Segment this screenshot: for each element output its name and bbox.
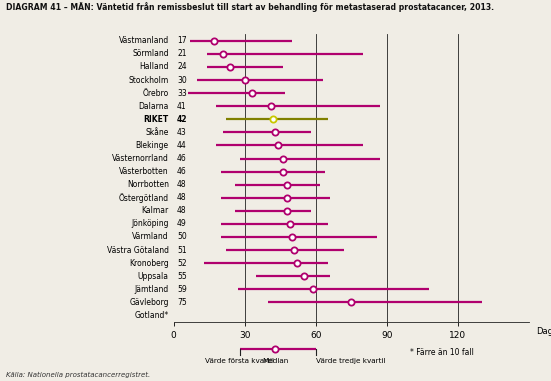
Text: Värde tredje kvartil: Värde tredje kvartil (316, 358, 385, 364)
Text: 24: 24 (177, 62, 187, 72)
Text: DIAGRAM 41 – MÄN: Väntetid från remissbeslut till start av behandling för metast: DIAGRAM 41 – MÄN: Väntetid från remissbe… (6, 2, 494, 12)
Text: 75: 75 (177, 298, 187, 307)
Text: Örebro: Örebro (143, 89, 169, 98)
Text: Gävleborg: Gävleborg (129, 298, 169, 307)
Text: 44: 44 (177, 141, 187, 150)
Text: 52: 52 (177, 259, 187, 267)
Text: 48: 48 (177, 180, 187, 189)
Text: * Färre än 10 fall: * Färre än 10 fall (410, 348, 474, 357)
Text: Uppsala: Uppsala (138, 272, 169, 281)
Text: Dagar: Dagar (536, 327, 551, 336)
Text: Gotland*: Gotland* (134, 311, 169, 320)
Text: Västernorrland: Västernorrland (112, 154, 169, 163)
Text: 48: 48 (177, 193, 187, 202)
Text: 42: 42 (177, 115, 188, 124)
Text: Skåne: Skåne (145, 128, 169, 137)
Text: Kalmar: Kalmar (142, 206, 169, 215)
Text: 41: 41 (177, 102, 187, 111)
Text: Västerbotten: Västerbotten (119, 167, 169, 176)
Text: Kronoberg: Kronoberg (129, 259, 169, 267)
Text: RIKET: RIKET (144, 115, 169, 124)
Text: 46: 46 (177, 167, 187, 176)
Text: Västmanland: Västmanland (118, 36, 169, 45)
Text: 33: 33 (177, 89, 187, 98)
Text: 50: 50 (177, 232, 187, 242)
Text: Stockholm: Stockholm (128, 75, 169, 85)
Text: Jönköping: Jönköping (131, 219, 169, 228)
Text: 43: 43 (177, 128, 187, 137)
Text: Median: Median (262, 358, 289, 364)
Text: Källa: Nationella prostatacancerregistret.: Källa: Nationella prostatacancerregistre… (6, 372, 150, 378)
Text: Halland: Halland (139, 62, 169, 72)
Text: 48: 48 (177, 206, 187, 215)
Text: 51: 51 (177, 245, 187, 255)
Text: 21: 21 (177, 50, 187, 58)
Text: Värde första kvartil: Värde första kvartil (206, 358, 274, 364)
Text: Sörmland: Sörmland (132, 50, 169, 58)
Text: 30: 30 (177, 75, 187, 85)
Text: 17: 17 (177, 36, 187, 45)
Text: Västra Götaland: Västra Götaland (107, 245, 169, 255)
Text: Dalarna: Dalarna (138, 102, 169, 111)
Text: Värmland: Värmland (132, 232, 169, 242)
Text: Norrbotten: Norrbotten (127, 180, 169, 189)
Text: 55: 55 (177, 272, 187, 281)
Text: 49: 49 (177, 219, 187, 228)
Text: Blekinge: Blekinge (136, 141, 169, 150)
Text: 59: 59 (177, 285, 187, 294)
Text: Östergötland: Östergötland (118, 193, 169, 203)
Text: Jämtland: Jämtland (134, 285, 169, 294)
Text: 46: 46 (177, 154, 187, 163)
